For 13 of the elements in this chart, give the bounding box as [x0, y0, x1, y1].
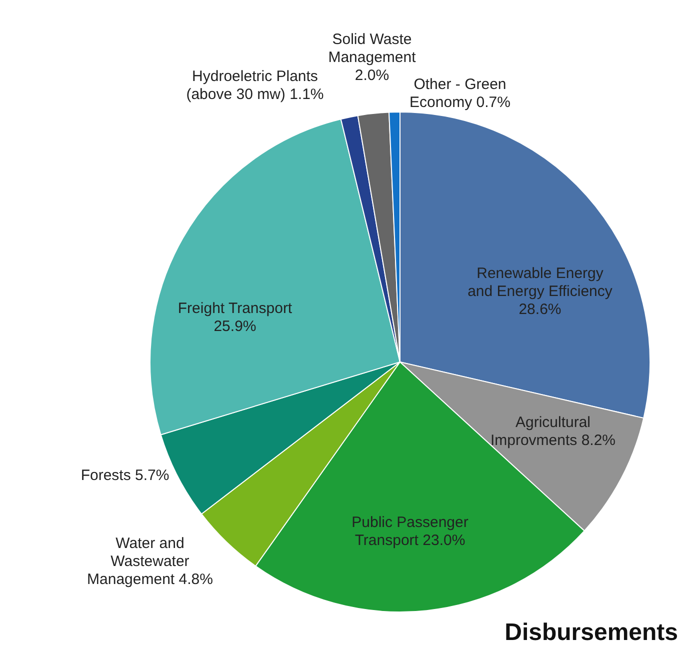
slice-label: Water and Wastewater Management 4.8% [87, 534, 213, 588]
slice-label: Other - Green Economy 0.7% [410, 76, 510, 111]
slice-label: Forests 5.7% [80, 466, 170, 484]
slice-label: Solid Waste Management [328, 30, 417, 66]
data-label: 28.6% [518, 300, 562, 318]
data-label: 2.0% [354, 66, 390, 84]
slice-label: Freight Transport [178, 300, 293, 317]
data-label: 25.9% [214, 318, 256, 335]
slice-label: Public Passenger Transport 23.0% [352, 514, 468, 549]
text: Disbursements [504, 619, 678, 646]
slice-label: Renewable Energy and Energy Efficiency [468, 264, 613, 300]
slice-label: Hydroeletric Plants (above 30 mw) 1.1% [186, 68, 324, 103]
slice-label: Agricultural Improvments 8.2% [490, 414, 616, 449]
